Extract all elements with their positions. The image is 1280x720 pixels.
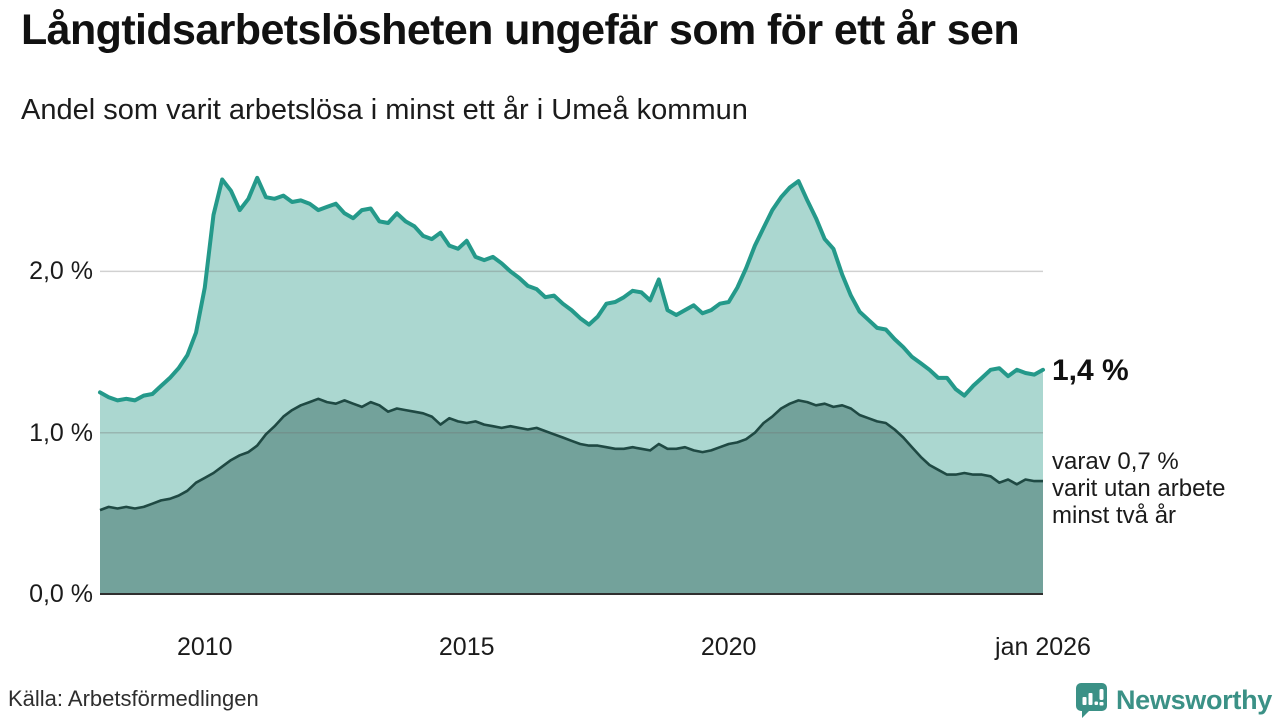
x-axis-label-2020: 2020	[700, 633, 757, 661]
brand-logo: Newsworthy	[1075, 682, 1272, 718]
area-fill-2yr	[100, 398, 1043, 594]
x-axis-label-2010: 2010	[176, 633, 233, 661]
series-sub-annotation: varav 0,7 % varit utan arbete minst två …	[1052, 448, 1225, 529]
x-axis-label-jan2026: jan 2026	[995, 633, 1091, 661]
x-axis-label-2015: 2015	[438, 633, 495, 661]
source-attribution: Källa: Arbetsförmedlingen	[8, 686, 259, 711]
page-title: Långtidsarbetslösheten ungefär som för e…	[21, 6, 1020, 54]
y-axis-label-2: 2,0 %	[29, 257, 93, 286]
chart-subtitle: Andel som varit arbetslösa i minst ett å…	[21, 94, 748, 126]
newsworthy-speech-bubble-chart-icon	[1075, 682, 1108, 718]
y-axis-label-1: 1,0 %	[29, 418, 93, 447]
line-1yr	[98, 175, 1045, 403]
line-2yr	[99, 397, 1043, 512]
sub-annotation-line-3: minst två år	[1052, 502, 1177, 529]
y-axis-label-0: 0,0 %	[29, 580, 93, 608]
sub-annotation-line-1: varav 0,7 %	[1052, 448, 1179, 475]
brand-name: Newsworthy	[1115, 684, 1272, 715]
series-end-value-label: 1,4 %	[1052, 354, 1129, 387]
sub-annotation-line-2: varit utan arbete	[1052, 475, 1226, 502]
